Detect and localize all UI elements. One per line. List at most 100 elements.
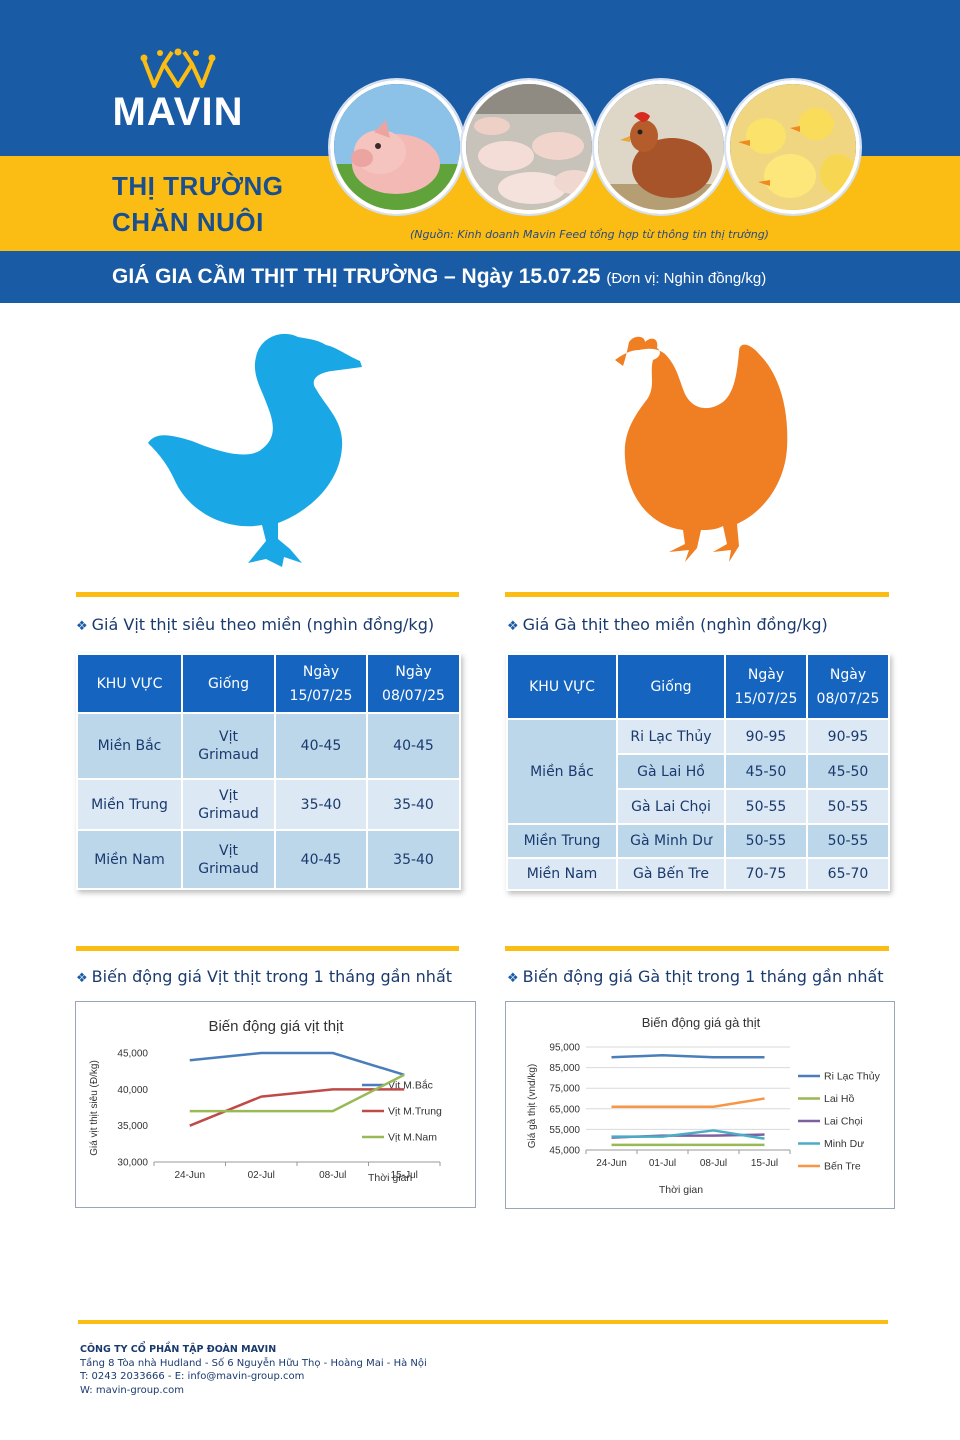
y-tick-label: 65,000 xyxy=(549,1104,580,1115)
col-header-date-old: Ngày 08/07/25 xyxy=(806,653,890,720)
series-line xyxy=(611,1129,765,1140)
cell-price-old: 65-70 xyxy=(806,857,890,891)
footer-contact: T: 0243 2033666 - E: info@mavin-group.co… xyxy=(80,1371,305,1382)
footer-rule xyxy=(78,1320,888,1324)
chicken-chart-frame: Biến động giá gà thịt 45,000 55,000 65,000 7… xyxy=(505,1001,895,1209)
series-line xyxy=(611,1053,765,1059)
cell-breed: Vịt Grimaud xyxy=(181,712,276,780)
duck-price-table: KHU VỰC Giống Ngày 15/07/25 Ngày 08/07/25 … xyxy=(76,653,461,890)
footer-address: Tầng 8 Tòa nhà Hudland - Số 6 Nguyễn Hữu… xyxy=(80,1357,427,1369)
duck-silhouette-icon xyxy=(148,333,362,567)
y-tick-label: 45,000 xyxy=(549,1146,580,1157)
x-tick-label: 08-Jul xyxy=(319,1170,346,1181)
chicken-table-heading-text: Giá Gà thịt theo miền (nghìn đồng/kg) xyxy=(522,615,828,634)
cell-price-new: 50-55 xyxy=(724,823,808,859)
cell-region: Miền Nam xyxy=(506,857,618,891)
table-row: Miền Trung Vịt Grimaud 35-40 35-40 xyxy=(76,778,461,831)
table-row: Miền Bắc Ri Lạc Thủy 90-95 90-95 xyxy=(506,718,890,825)
diamond-bullet-icon: ❖ xyxy=(507,619,519,634)
chicken-photo xyxy=(594,80,728,214)
table-row: Miền Nam Gà Bến Tre 70-75 65-70 xyxy=(506,857,890,891)
y-tick-label: 40,000 xyxy=(117,1085,148,1096)
chart-title: Biến động giá gà thịt xyxy=(642,1015,761,1030)
cell-price-old: 45-50 xyxy=(806,753,890,790)
table-row: Gà Lai Hồ 45-50 45-50 xyxy=(507,753,890,790)
y-tick-label: 75,000 xyxy=(549,1084,580,1095)
ducklings-photo xyxy=(726,80,860,214)
cell-price-old: 50-55 xyxy=(806,788,890,825)
banner-title-text: GIÁ GIA CẦM THỊT THỊ TRƯỜNG – Ngày 15.07… xyxy=(112,265,601,288)
cell-breed: Ri Lạc Thủy xyxy=(616,718,726,755)
cell-region: Miền Trung xyxy=(76,778,183,831)
col-header-region: KHU VỰC xyxy=(76,653,183,714)
x-tick-label: 01-Jul xyxy=(649,1158,676,1169)
y-tick-label: 55,000 xyxy=(549,1125,580,1136)
duck-table-heading-text: Giá Vịt thịt siêu theo miền (nghìn đồng/… xyxy=(91,615,435,634)
chicken-table-heading: ❖ Giá Gà thịt theo miền (nghìn đồng/kg) xyxy=(507,615,828,634)
series-line xyxy=(189,1088,405,1127)
col-header-breed: Giống xyxy=(181,653,276,714)
crown-icon xyxy=(140,48,216,88)
series-line xyxy=(189,1051,405,1076)
cell-price-new: 90-95 xyxy=(724,718,808,755)
duck-chart-frame: Biến động giá vịt thịt 30,000 35,000 40,000… xyxy=(75,1001,476,1208)
cell-breed: Vịt Grimaud xyxy=(181,778,276,831)
cell-region: Miền Bắc xyxy=(506,718,618,825)
cell-price-old: 50-55 xyxy=(806,823,890,859)
duck-chart-heading: ❖ Biến động giá Vịt thịt trong 1 tháng gầ… xyxy=(76,967,452,986)
series-line xyxy=(189,1073,405,1113)
table-row: Gà Lai Chọi 50-55 50-55 xyxy=(507,788,890,825)
legend-label: Bến Tre xyxy=(824,1161,861,1173)
col-header-date-new: Ngày 15/07/25 xyxy=(724,653,808,720)
cell-price-new: 40-45 xyxy=(274,712,368,780)
cell-breed: Gà Lai Hồ xyxy=(616,753,726,790)
x-tick-label: 15-Jul xyxy=(751,1158,778,1169)
x-axis-label: Thời gian xyxy=(659,1184,703,1196)
chicken-price-table: KHU VỰC Giống Ngày 15/07/25 Ngày 08/07/25 … xyxy=(506,653,890,891)
table-row: Miền Bắc Vịt Grimaud 40-45 40-45 xyxy=(76,712,461,780)
col-header-date-new: Ngày 15/07/25 xyxy=(274,653,368,714)
legend-label: Lai Chọi xyxy=(824,1116,863,1128)
x-tick-label: 24-Jun xyxy=(174,1170,205,1181)
y-tick-label: 45,000 xyxy=(117,1049,148,1060)
section-title: THỊ TRƯỜNG CHĂN NUÔI xyxy=(112,168,284,240)
y-axis-label: Giá vịt thịt siêu (Đ/kg) xyxy=(89,1060,100,1156)
cell-region: Miền Bắc xyxy=(76,712,183,780)
legend-label: Minh Dư xyxy=(824,1138,864,1150)
duck-price-chart: Biến động giá vịt thịt 30,000 35,000 40,000… xyxy=(89,1018,442,1184)
cell-price-old: 90-95 xyxy=(806,718,890,755)
cell-region: Miền Trung xyxy=(506,823,618,859)
banner-unit: (Đơn vị: Nghìn đồng/kg) xyxy=(606,270,767,287)
cell-breed: Gà Lai Chọi xyxy=(616,788,726,825)
cell-breed: Vịt Grimaud xyxy=(181,829,276,890)
cell-price-old: 35-40 xyxy=(366,778,461,831)
table-row: Miền Trung Gà Minh Dư 50-55 50-55 xyxy=(506,823,890,859)
cell-region: Miền Nam xyxy=(76,829,183,890)
diamond-bullet-icon: ❖ xyxy=(507,971,519,986)
series-line xyxy=(611,1097,765,1108)
diamond-bullet-icon: ❖ xyxy=(76,619,88,634)
piglet-photo xyxy=(330,80,464,214)
x-tick-label: 02-Jul xyxy=(248,1170,275,1181)
legend-label: Lai Hồ xyxy=(824,1093,855,1105)
banner-title: GIÁ GIA CẦM THỊT THỊ TRƯỜNG – Ngày 15.07… xyxy=(112,265,766,289)
col-header-region: KHU VỰC xyxy=(506,653,618,720)
chicken-chart-heading: ❖ Biến động giá Gà thịt trong 1 tháng gần… xyxy=(507,967,884,986)
hen-silhouette-icon xyxy=(615,336,788,562)
chicken-price-chart: Biến động giá gà thịt 45,000 55,000 65,000 7… xyxy=(527,1015,881,1196)
mavin-logo: MAVIN xyxy=(108,48,248,138)
footer-website: W: mavin-group.com xyxy=(80,1384,184,1396)
diamond-bullet-icon: ❖ xyxy=(76,971,88,986)
source-note: (Nguồn: Kinh doanh Mavin Feed tổng hợp t… xyxy=(410,228,769,241)
cell-price-new: 50-55 xyxy=(724,788,808,825)
legend-label: Vịt M.Trung xyxy=(388,1106,442,1118)
logo-text: MAVIN xyxy=(112,90,244,134)
cell-price-old: 35-40 xyxy=(366,829,461,890)
col-header-breed: Giống xyxy=(616,653,726,720)
chicken-chart-heading-text: Biến động giá Gà thịt trong 1 tháng gần … xyxy=(522,967,884,986)
table-row: Miền Nam Vịt Grimaud 40-45 35-40 xyxy=(76,829,461,890)
y-axis-label: Giá gà thịt (vnd/kg) xyxy=(527,1064,538,1148)
footer: CÔNG TY CỔ PHẦN TẬP ĐOÀN MAVIN Tầng 8 Tò… xyxy=(80,1343,427,1397)
cell-price-new: 70-75 xyxy=(724,857,808,891)
x-tick-label: 24-Jun xyxy=(596,1158,627,1169)
